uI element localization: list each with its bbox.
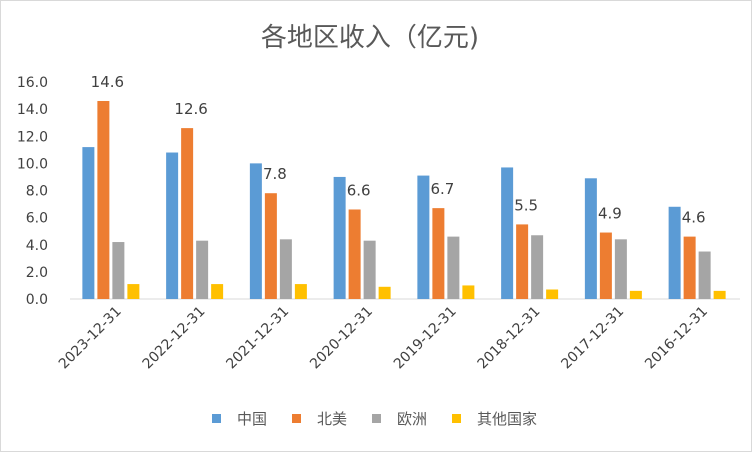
bar-1-5 [417, 175, 430, 299]
bar-2-5 [432, 208, 445, 299]
data-label: 12.6 [174, 100, 207, 118]
y-axis: 0.0 2.0 4.0 6.0 8.0 10.0 12.0 14.0 16.0 [17, 75, 48, 308]
bar-1-3 [249, 163, 262, 299]
y-tick-label: 4.0 [26, 238, 48, 254]
y-tick-label: 0.0 [26, 292, 48, 308]
bar-3-7 [614, 239, 627, 299]
bar-2-7 [599, 232, 612, 299]
bar-3-6 [531, 235, 544, 299]
legend-swatch [292, 414, 301, 423]
y-tick-label: 8.0 [26, 184, 48, 200]
x-category-label: 2018-12-31 [475, 304, 544, 373]
bar-4-5 [462, 285, 475, 299]
data-label: 4.9 [598, 205, 622, 223]
y-tick-label: 6.0 [26, 211, 48, 227]
bar-4-2 [211, 284, 224, 299]
bar-3-2 [196, 240, 209, 299]
bar-4-7 [629, 290, 642, 299]
bar-1-2 [166, 152, 179, 299]
data-label: 14.6 [91, 73, 124, 91]
bar-3-8 [698, 251, 711, 299]
bar-1-7 [584, 178, 597, 299]
bar-1-1 [82, 147, 95, 299]
data-label: 6.7 [430, 180, 454, 198]
bar-2-3 [264, 193, 277, 299]
bar-3-1 [112, 242, 125, 299]
y-tick-label: 2.0 [26, 265, 48, 281]
bar-1-8 [668, 206, 681, 299]
bar-series [82, 100, 726, 299]
x-category-label: 2017-12-31 [558, 304, 627, 373]
bar-4-3 [294, 284, 307, 299]
bar-2-8 [683, 236, 696, 299]
bar-1-6 [501, 167, 514, 299]
legend-label: 其他国家 [477, 410, 537, 428]
bar-3-3 [279, 239, 292, 299]
x-category-label: 2020-12-31 [307, 304, 376, 373]
bar-3-4 [363, 240, 376, 299]
bar-2-4 [348, 209, 361, 299]
bar-2-2 [181, 128, 194, 299]
legend-label: 中国 [237, 410, 267, 428]
legend-label: 北美 [317, 410, 347, 428]
y-tick-label: 10.0 [17, 156, 48, 172]
y-tick-label: 12.0 [17, 129, 48, 145]
y-tick-label: 16.0 [17, 75, 48, 91]
y-tick-label: 14.0 [17, 102, 48, 118]
legend-swatch [372, 414, 381, 423]
data-label: 7.8 [263, 165, 287, 183]
bar-2-1 [97, 100, 110, 299]
data-label: 5.5 [514, 196, 538, 214]
legend-swatch [452, 414, 461, 423]
x-category-label: 2022-12-31 [140, 304, 209, 373]
chart-title: 各地区收入（亿元) [261, 23, 479, 53]
x-category-label: 2021-12-31 [223, 304, 292, 373]
x-category-label: 2016-12-31 [642, 304, 711, 373]
legend: 中国 北美 欧洲 其他国家 [212, 410, 537, 428]
bar-4-8 [713, 290, 726, 299]
legend-swatch [212, 414, 221, 423]
bar-2-6 [516, 224, 529, 299]
bar-4-1 [127, 284, 140, 299]
bar-4-6 [546, 289, 559, 299]
bar-1-4 [333, 176, 346, 299]
data-labels: 14.6 12.6 7.8 6.6 6.7 5.5 4.9 4.6 [91, 73, 706, 227]
data-label: 4.6 [682, 209, 706, 227]
legend-label: 欧洲 [397, 410, 427, 428]
x-axis-categories: 2023-12-31 2022-12-31 2021-12-31 2020-12-31… [56, 304, 711, 373]
bar-3-5 [447, 236, 460, 299]
bar-4-4 [378, 286, 391, 299]
x-category-label: 2019-12-31 [391, 304, 460, 373]
x-category-label: 2023-12-31 [56, 304, 125, 373]
data-label: 6.6 [347, 181, 371, 199]
